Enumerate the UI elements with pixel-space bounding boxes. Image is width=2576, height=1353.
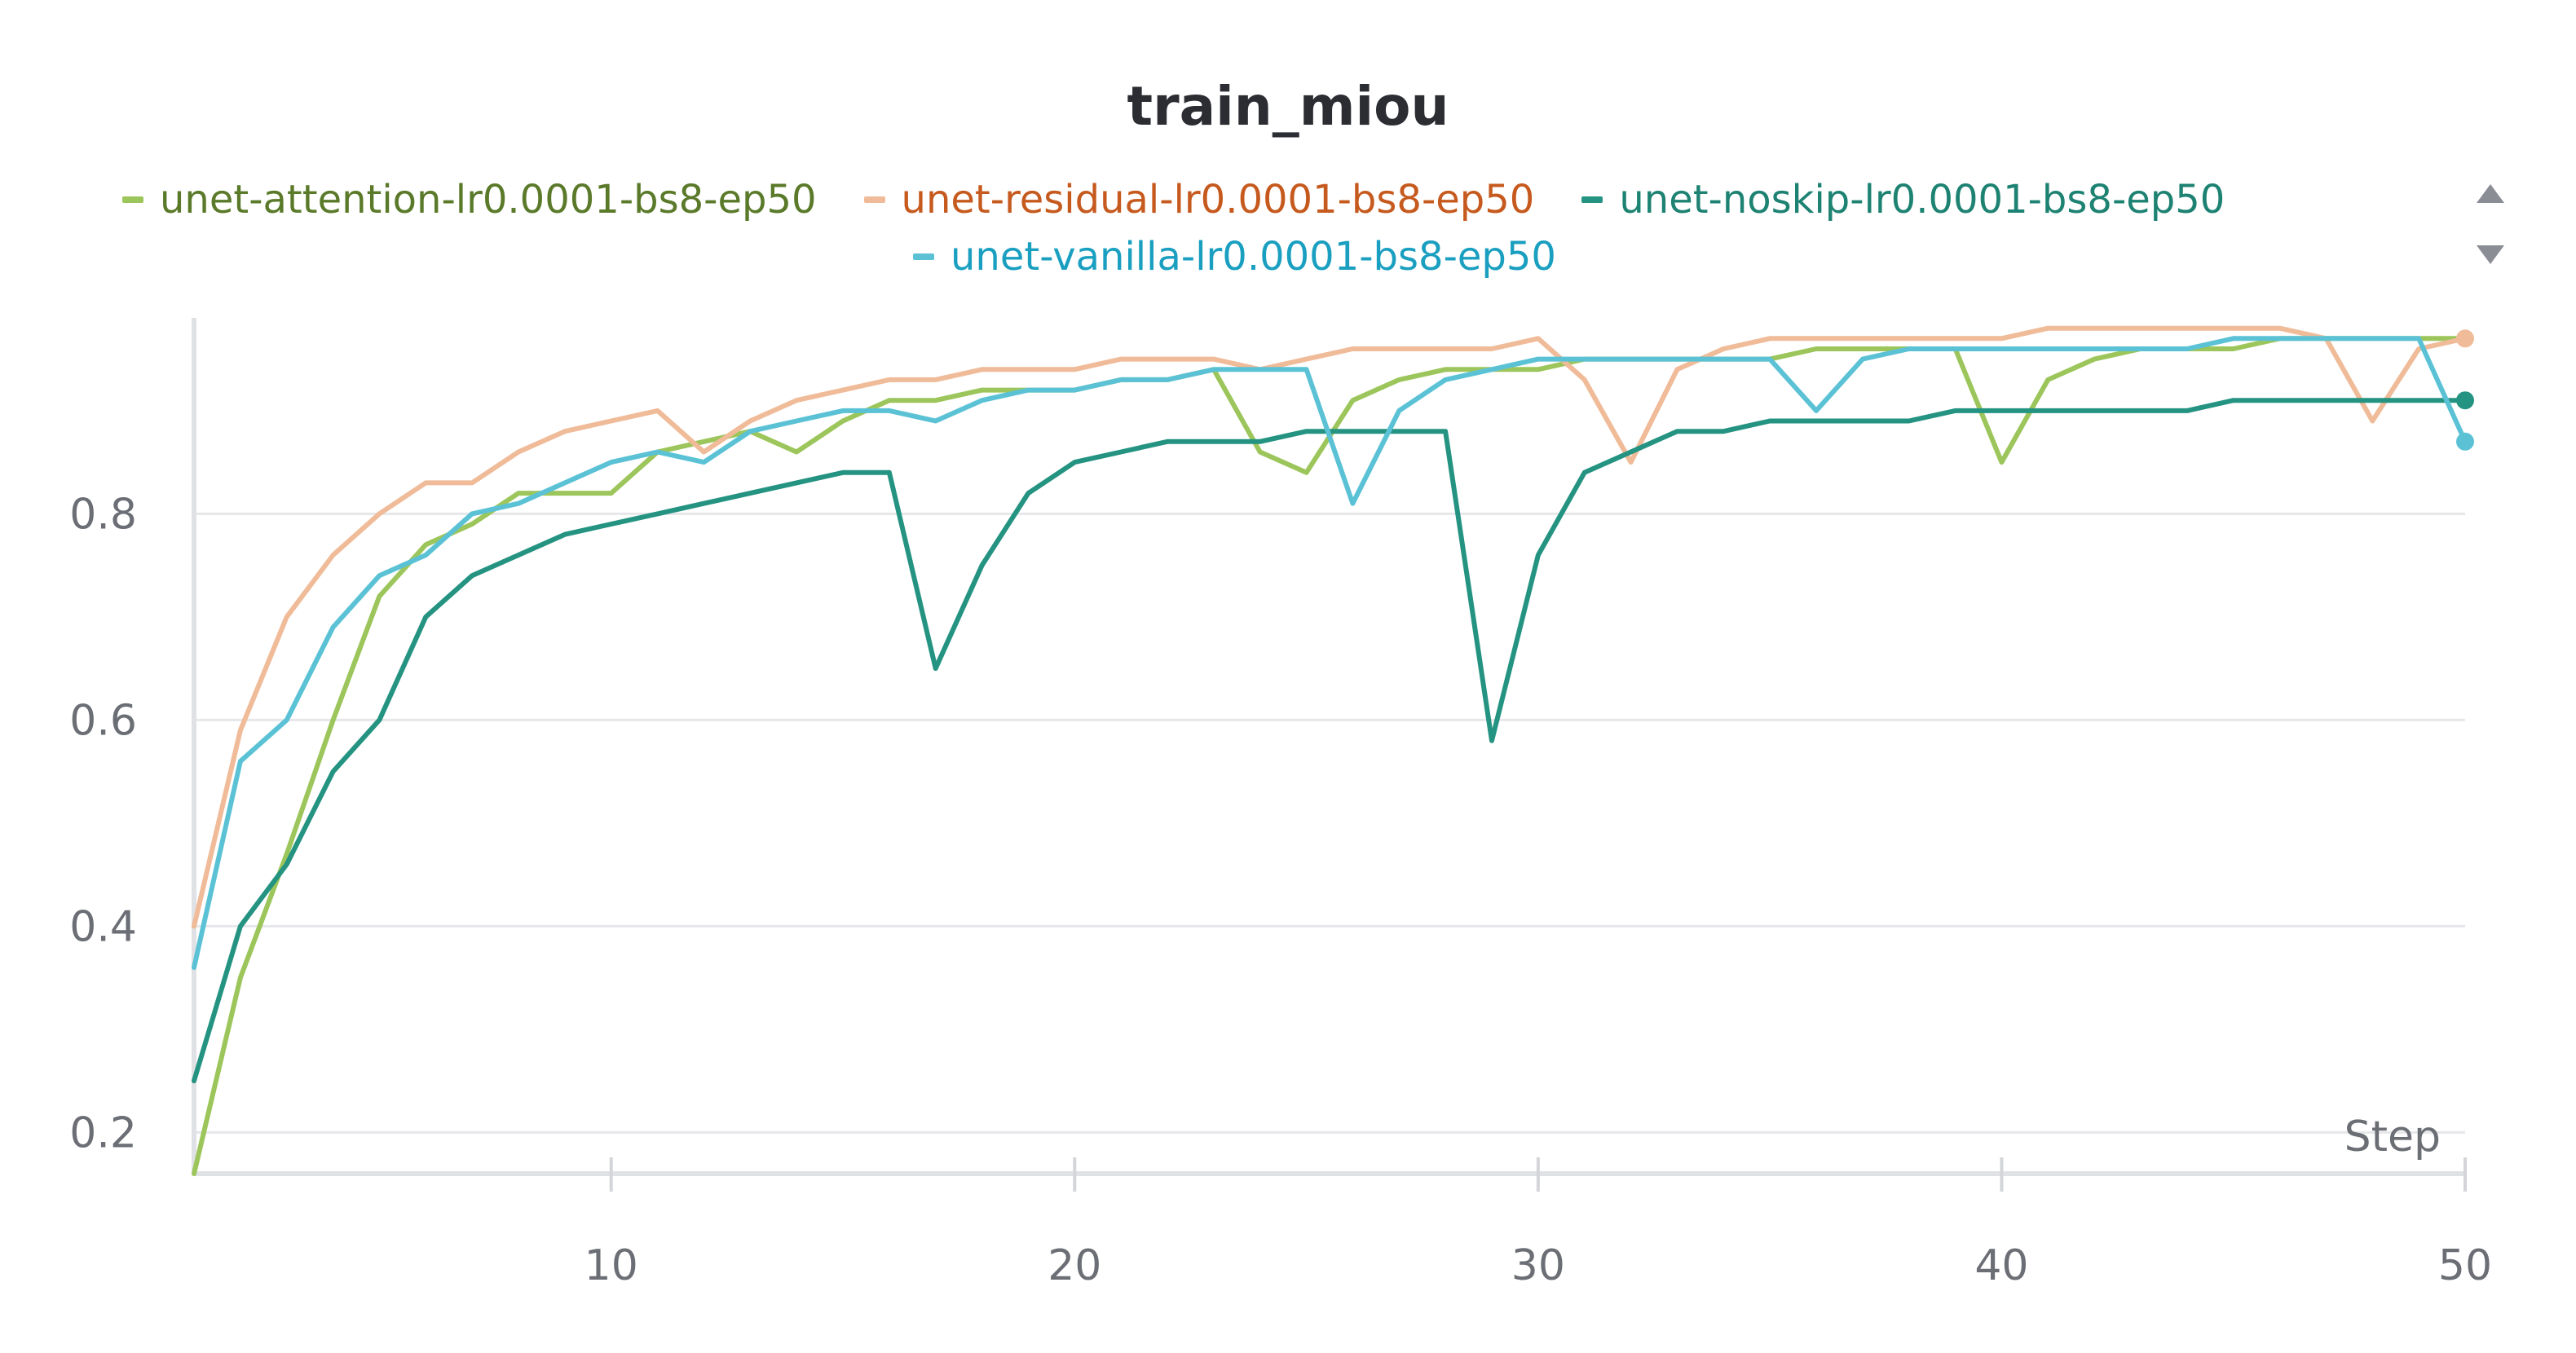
legend-item-attention[interactable]: unet-attention-lr0.0001-bs8-ep50 [122, 177, 817, 223]
x-tick-label: 50 [2438, 1241, 2492, 1290]
x-tick-label: 10 [584, 1241, 638, 1290]
legend-swatch-residual [863, 196, 885, 203]
series-line-attention [192, 336, 2468, 1176]
series-end-marker-residual [2456, 329, 2474, 348]
x-tick-label: 40 [1974, 1241, 2028, 1290]
series-end-marker-noskip [2456, 391, 2474, 410]
y-tick-label: 0.4 [69, 902, 137, 951]
legend-label-attention: unet-attention-lr0.0001-bs8-ep50 [160, 177, 817, 223]
triangle-up-icon[interactable] [2470, 178, 2511, 210]
end-markers [2456, 329, 2474, 451]
y-tick-label: 0.8 [69, 490, 137, 539]
legend-swatch-noskip [1581, 196, 1603, 203]
axes: 0.2 0.4 0.6 0.8 10 20 30 40 50 [69, 318, 2492, 1290]
legend-item-noskip[interactable]: unet-noskip-lr0.0001-bs8-ep50 [1581, 177, 2225, 223]
x-axis-label: Step [2344, 1113, 2441, 1161]
legend-swatch-attention [122, 196, 143, 203]
series-line-noskip [192, 398, 2468, 1084]
legend-item-vanilla[interactable]: unet-vanilla-lr0.0001-bs8-ep50 [913, 234, 1556, 280]
legend-item-residual[interactable]: unet-residual-lr0.0001-bs8-ep50 [863, 177, 1535, 223]
legend-label-vanilla: unet-vanilla-lr0.0001-bs8-ep50 [951, 234, 1556, 280]
legend-row-1: unet-attention-lr0.0001-bs8-ep50 unet-re… [122, 171, 2272, 228]
series-line-vanilla [192, 336, 2468, 970]
legend-label-noskip: unet-noskip-lr0.0001-bs8-ep50 [1619, 177, 2225, 223]
x-tick-label: 20 [1048, 1241, 1101, 1290]
legend-label-residual: unet-residual-lr0.0001-bs8-ep50 [901, 177, 1535, 223]
series-line-residual [192, 325, 2468, 929]
y-tick-label: 0.6 [69, 696, 137, 745]
grid-lines [194, 512, 2465, 1134]
chart-title: train_miou [1127, 75, 1449, 138]
legend-swatch-vanilla [913, 253, 934, 260]
series-lines [192, 325, 2468, 1176]
x-tick-label: 30 [1511, 1241, 1565, 1290]
series-end-marker-vanilla [2456, 432, 2474, 451]
legend-row-2: unet-vanilla-lr0.0001-bs8-ep50 [913, 228, 1603, 285]
y-tick-label: 0.2 [69, 1108, 137, 1157]
triangle-down-icon[interactable] [2470, 238, 2511, 271]
